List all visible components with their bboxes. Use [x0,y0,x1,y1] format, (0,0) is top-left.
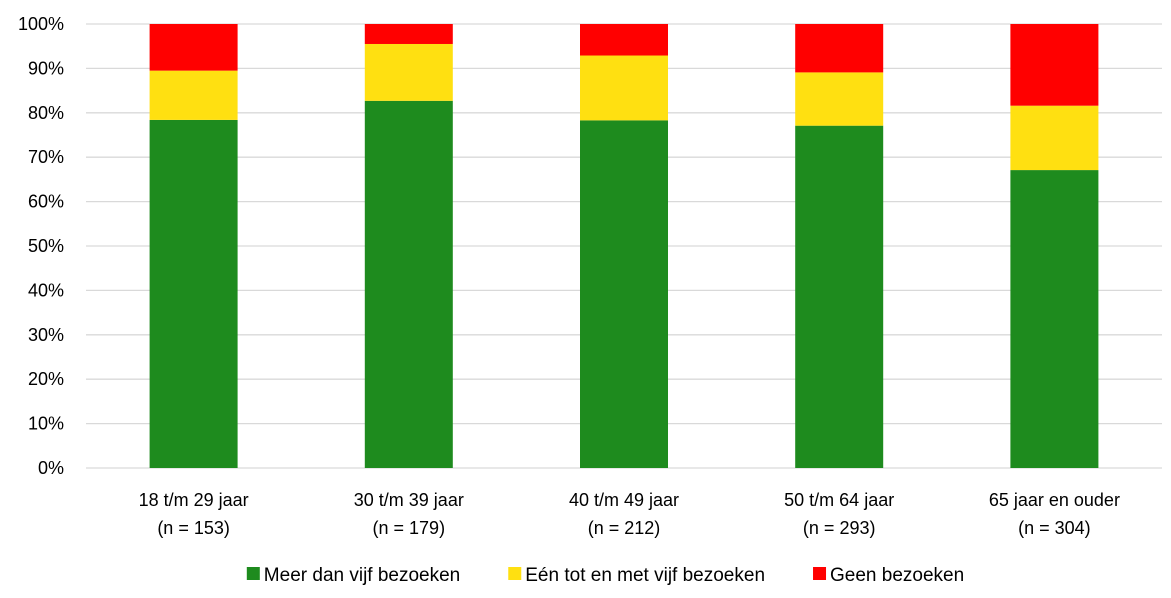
y-tick-label: 50% [28,236,64,256]
x-axis-categories: 18 t/m 29 jaar (n = 153) 30 t/m 39 jaar (n … [139,490,1120,538]
bar-segment-1-3 [580,120,668,469]
bar-segment-3-1 [149,24,238,71]
legend-label: Geen bezoeken [830,565,964,586]
bar-segment-1-4 [795,125,884,469]
bar-segment-2-5 [1010,105,1099,171]
legend: Meer dan vijf bezoeken Eén tot en met vij… [246,565,964,586]
x-category-label: 40 t/m 49 jaar [569,490,679,510]
x-category-label: (n = 153) [157,518,230,538]
bar-segment-1-1 [149,119,238,469]
x-category-label: 18 t/m 29 jaar [139,490,249,510]
y-tick-label: 0% [38,458,64,478]
bar-segment-3-3 [580,24,668,56]
bar-segment-3-2 [364,24,453,44]
y-tick-label: 70% [28,147,64,167]
bar-segment-3-5 [1010,24,1099,106]
x-category-label: (n = 304) [1018,518,1091,538]
x-category-label: 50 t/m 64 jaar [784,490,894,510]
bar-segment-2-1 [149,70,238,120]
bar-segment-2-3 [580,55,668,121]
y-axis-ticks: 0% 10% 20% 30% 40% 50% 60% 70% 80% 90% 100% [18,14,64,478]
legend-item-3: Geen bezoeken [813,565,964,586]
bar-segment-3-4 [795,24,884,73]
y-tick-label: 90% [28,58,64,78]
bars [149,24,1099,469]
legend-item-1: Meer dan vijf bezoeken [246,565,460,586]
x-category-label: (n = 212) [588,518,661,538]
y-tick-label: 10% [28,414,64,434]
y-tick-label: 100% [18,14,64,34]
y-tick-label: 40% [28,280,64,300]
legend-swatch [813,567,827,580]
x-category-label: 65 jaar en ouder [989,490,1120,510]
y-tick-label: 80% [28,103,64,123]
bar-segment-2-2 [364,43,453,101]
legend-label: Eén tot en met vijf bezoeken [525,565,765,586]
legend-swatch [508,567,522,580]
y-tick-label: 60% [28,192,64,212]
bar-segment-1-2 [364,100,453,468]
legend-label: Meer dan vijf bezoeken [264,565,460,586]
x-category-label: 30 t/m 39 jaar [354,490,464,510]
y-tick-label: 20% [28,369,64,389]
legend-item-2: Eén tot en met vijf bezoeken [508,565,765,586]
y-tick-label: 30% [28,325,64,345]
x-category-label: (n = 179) [373,518,446,538]
legend-swatch [246,567,260,580]
x-category-label: (n = 293) [803,518,876,538]
bar-segment-1-5 [1010,170,1099,469]
bar-segment-2-4 [795,72,884,126]
